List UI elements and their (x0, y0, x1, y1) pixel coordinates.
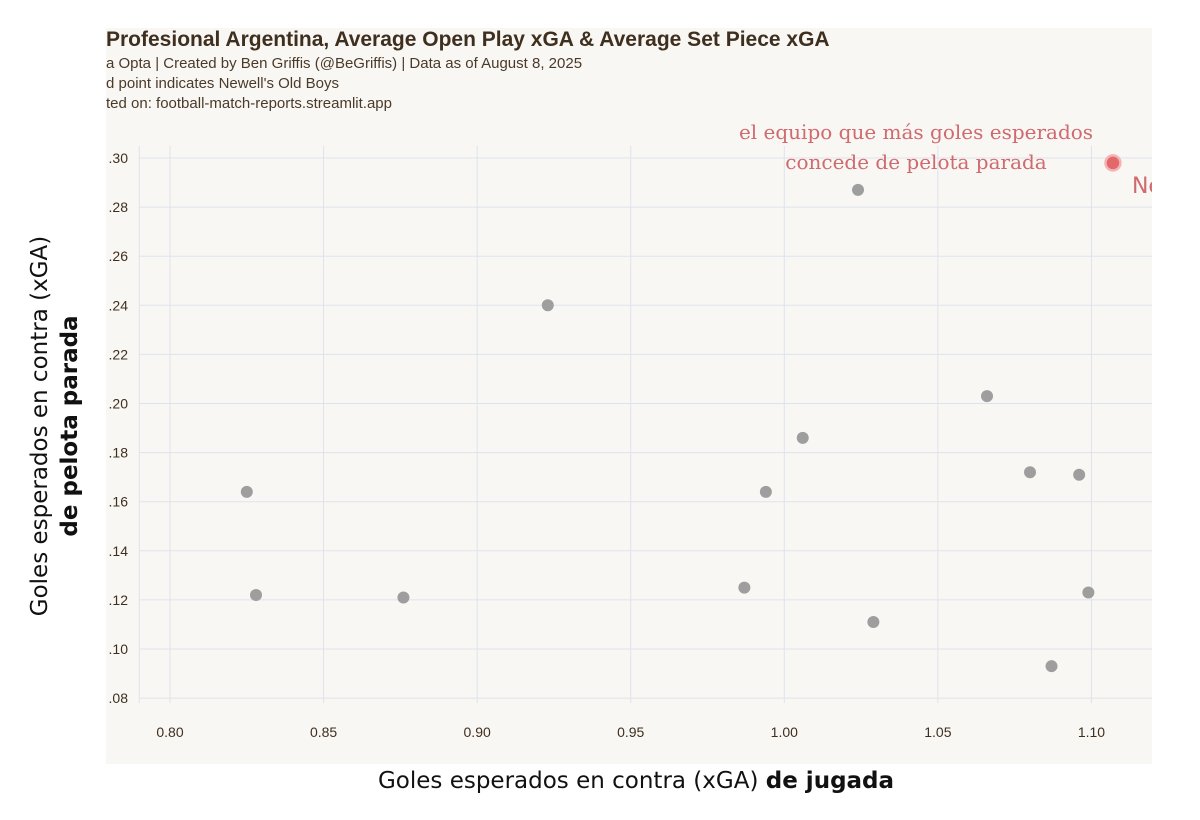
x-tick-label-6: 1.10 (1078, 724, 1105, 740)
y-axis-title: Goles esperados en contra (xGA) de pelota… (25, 236, 85, 616)
x-tick-label-0: 0.80 (156, 724, 183, 740)
y-tick-label-10: .28 (109, 199, 129, 215)
data-point-4 (738, 581, 751, 594)
y-axis-title-bold: de pelota parada (57, 315, 83, 537)
x-tick-label-3: 0.95 (617, 724, 644, 740)
y-tick-label-0: .08 (109, 690, 129, 706)
y-tick-label-3: .14 (109, 543, 129, 559)
data-point-0 (240, 485, 253, 498)
y-tick-label-5: .18 (109, 445, 129, 461)
x-axis-title-bold: de jugada (765, 768, 895, 794)
chart-title: Profesional Argentina, Average Open Play… (106, 28, 830, 51)
scatter-plot: 0.800.850.900.951.001.051.101.151.201.25… (109, 120, 1152, 740)
highlight-point (1104, 154, 1122, 172)
x-tick-label-5: 1.05 (924, 724, 951, 740)
annotation-line-0: el equipo que más goles esperados (739, 120, 1093, 144)
source-note: ted on: football-match-reports.streamlit… (106, 95, 392, 112)
x-axis-title: Goles esperados en contra (xGA) de jugad… (0, 768, 1200, 794)
data-point-8 (867, 615, 880, 628)
annotation-line-1: concede de pelota parada (785, 150, 1047, 174)
y-tick-label-9: .26 (109, 248, 129, 264)
data-point-12 (1073, 468, 1086, 481)
x-tick-label-1: 0.85 (310, 724, 337, 740)
y-tick-label-1: .10 (109, 641, 129, 657)
data-point-11 (1045, 660, 1058, 673)
data-point-13 (1082, 586, 1095, 599)
y-tick-label-7: .22 (109, 346, 129, 362)
y-tick-label-4: .16 (109, 494, 129, 510)
credits-line: a Opta | Created by Ben Griffis (@BeGrif… (106, 55, 583, 72)
data-point-10 (1024, 466, 1037, 479)
y-tick-label-11: .30 (109, 150, 129, 166)
data-point-5 (759, 485, 772, 498)
chart-panel: Profesional Argentina, Average Open Play… (106, 28, 1152, 764)
y-tick-label-2: .12 (109, 592, 129, 608)
x-tick-label-2: 0.90 (464, 724, 491, 740)
data-point-6 (796, 431, 809, 444)
y-tick-label-8: .24 (109, 297, 129, 313)
x-axis-title-regular: Goles esperados en contra (xGA) (377, 768, 766, 794)
data-point-3 (541, 299, 554, 312)
data-point-9 (981, 390, 994, 403)
highlight-note: d point indicates Newell's Old Boys (106, 75, 339, 92)
data-point-7 (852, 183, 865, 196)
y-tick-label-6: .20 (109, 396, 129, 412)
x-tick-label-4: 1.00 (771, 724, 798, 740)
highlight-label: Newell's (1132, 174, 1152, 199)
data-point-1 (250, 588, 263, 601)
y-axis-title-regular: Goles esperados en contra (xGA) (27, 235, 53, 617)
data-point-2 (397, 591, 410, 604)
